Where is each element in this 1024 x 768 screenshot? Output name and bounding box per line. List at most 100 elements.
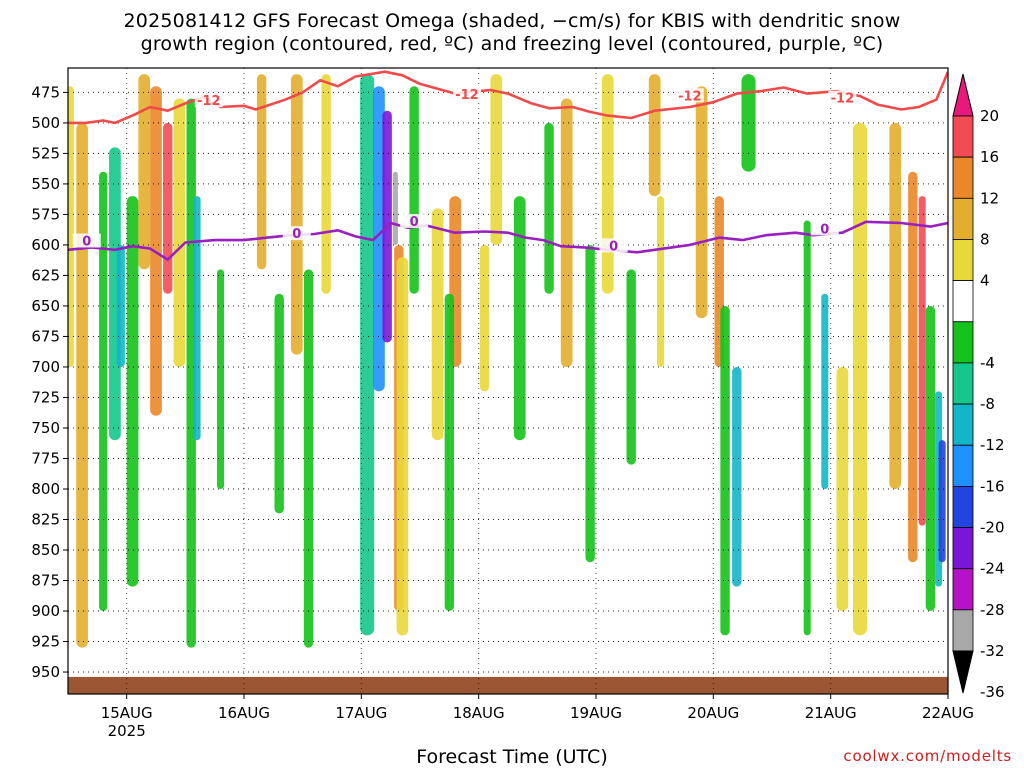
colorbar-bin-12 — [952, 609, 974, 652]
colorbar-label-4: 4 — [980, 272, 990, 290]
omega-band-14 — [274, 293, 284, 514]
colorbar-label-2: 12 — [980, 189, 999, 207]
colorbar-label-0: 20 — [980, 107, 999, 125]
colorbar-label-11: -28 — [980, 601, 1005, 619]
omega-band-30 — [513, 196, 526, 441]
contour-label-bg-1-4 — [810, 221, 839, 236]
omega-band-41 — [732, 366, 742, 587]
x-year-label: 2025 — [108, 722, 146, 740]
contour-label-bg-1-3 — [599, 238, 628, 253]
pressure-axis: 475 500 525 550 575 600 625 650 675 700 725 750 775 8… — [31, 83, 68, 681]
colorbar-bin-5 — [952, 321, 974, 364]
y-tick-label-950: 950 — [31, 663, 60, 681]
omega-band-38 — [695, 86, 708, 319]
contour-label-bg-1-1 — [282, 226, 311, 241]
colorbar-bin-9 — [952, 485, 974, 528]
x-tick-label-16AUG: 16AUG — [218, 704, 270, 722]
omega-band-25 — [431, 208, 444, 441]
colorbar-over-triangle — [952, 73, 974, 117]
contour-label-1-1: 0 — [292, 227, 301, 242]
omega-band-50 — [925, 305, 936, 612]
contour-label-0-3: -12 — [831, 92, 855, 107]
time-axis: 15AUG 16AUG 17AUG 18AUG 19AUG 20AUG 21AUG 22AUG… — [101, 694, 974, 740]
colorbar-bin-11 — [952, 568, 974, 611]
y-tick-label-925: 925 — [31, 633, 60, 651]
plot-frame — [67, 67, 949, 695]
omega-band-31 — [544, 122, 554, 294]
omega-band-2 — [99, 171, 108, 612]
ground-fill — [68, 676, 948, 694]
contour-lines: -12 -12 -12 -12 0 0 0 0 0 — [68, 70, 948, 261]
contour-label-1-4: 0 — [820, 222, 829, 237]
contour-label-0-1: -12 — [455, 88, 479, 103]
omega-band-36 — [648, 74, 661, 197]
colorbar-bin-6 — [952, 362, 974, 405]
x-tick-label-18AUG: 18AUG — [453, 704, 505, 722]
y-tick-label-825: 825 — [31, 511, 60, 529]
omega-band-19 — [373, 86, 385, 392]
y-tick-label-725: 725 — [31, 388, 60, 406]
contour-label-bg-0-3 — [828, 90, 857, 105]
colorbar-label-13: -36 — [980, 683, 1005, 701]
omega-band-27 — [444, 293, 455, 612]
omega-band-52 — [938, 440, 946, 563]
chart-title-line-2: growth region (contoured, red, ºC) and f… — [140, 33, 884, 55]
omega-band-17 — [321, 74, 331, 294]
x-tick-label-22AUG: 22AUG — [922, 704, 974, 722]
omega-band-0 — [68, 86, 74, 367]
colorbar-bin-7 — [952, 403, 974, 446]
omega-band-1 — [76, 122, 88, 648]
omega-band-29 — [490, 74, 503, 245]
colorbar-label-5: -4 — [980, 354, 995, 372]
omega-band-6 — [138, 74, 151, 270]
omega-band-9 — [173, 98, 186, 367]
colorbar-bin-3 — [952, 239, 974, 282]
omega-band-43 — [803, 220, 811, 636]
omega-band-21 — [392, 171, 398, 245]
colorbar-label-7: -12 — [980, 436, 1005, 454]
x-tick-label-20AUG: 20AUG — [687, 704, 739, 722]
colorbar-bin-8 — [952, 444, 974, 487]
y-tick-label-475: 475 — [31, 83, 60, 101]
omega-band-48 — [908, 171, 918, 563]
omega-band-15 — [290, 74, 303, 355]
omega-band-8 — [163, 122, 173, 294]
y-tick-label-700: 700 — [31, 358, 60, 376]
contour-label-bg-0-2 — [675, 88, 704, 103]
y-tick-label-900: 900 — [31, 602, 60, 620]
omega-band-23 — [396, 257, 409, 636]
ground-area — [68, 676, 948, 694]
omega-band-37 — [657, 196, 665, 367]
omega-band-24 — [409, 86, 419, 294]
contour-line-1 — [68, 220, 948, 261]
colorbar-bin-10 — [952, 527, 974, 570]
colorbar-label-12: -32 — [980, 642, 1005, 660]
y-tick-label-500: 500 — [31, 114, 60, 132]
colorbar-label-1: 16 — [980, 148, 999, 166]
omega-band-13 — [256, 74, 267, 270]
omega-shading — [68, 74, 946, 648]
omega-band-11 — [193, 196, 201, 441]
omega-band-35 — [626, 269, 636, 465]
y-tick-label-650: 650 — [31, 297, 60, 315]
y-tick-label-850: 850 — [31, 541, 60, 559]
colorbar-bin-4 — [952, 280, 974, 323]
contour-label-1-0: 0 — [82, 234, 91, 249]
y-tick-label-750: 750 — [31, 419, 60, 437]
y-tick-label-600: 600 — [31, 236, 60, 254]
chart-title-line-1: 2025081412 GFS Forecast Omega (shaded, −… — [123, 10, 901, 32]
y-tick-label-625: 625 — [31, 266, 60, 284]
omega-band-44 — [821, 293, 829, 489]
colorbar: 20 16 12 8 4 -4 -8 -12 -16 -20 -24 -28 -32 -36 — [952, 73, 1005, 701]
omega-band-12 — [217, 269, 225, 489]
omega-band-45 — [836, 366, 849, 612]
contour-label-0-2: -12 — [678, 89, 702, 104]
credit-link[interactable]: coolwx.com/modelts — [843, 747, 1012, 765]
contour-label-0-0: -12 — [197, 94, 221, 109]
colorbar-under-triangle — [952, 650, 974, 694]
colorbar-bin-0 — [952, 115, 974, 158]
omega-band-47 — [889, 122, 902, 489]
x-tick-label-21AUG: 21AUG — [805, 704, 857, 722]
y-tick-label-800: 800 — [31, 480, 60, 498]
